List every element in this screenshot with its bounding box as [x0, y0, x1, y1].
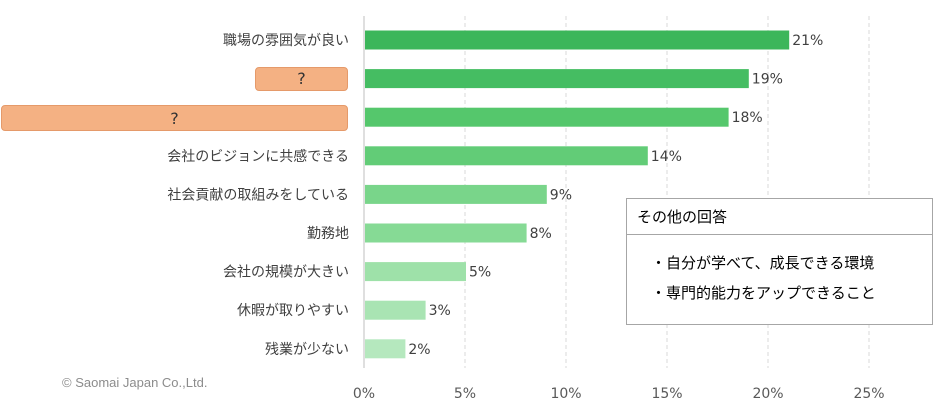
bar-value-label: 2%: [408, 342, 430, 358]
other-answers-box: その他の回答 ・自分が学べて、成長できる環境 ・専門的能力をアップできること: [626, 198, 933, 325]
other-answers-list: ・自分が学べて、成長できる環境 ・専門的能力をアップできること: [651, 253, 876, 313]
bar-value-label: 21%: [792, 33, 823, 49]
category-label: 会社の規模が大きい: [223, 265, 349, 281]
other-answer-item: ・専門的能力をアップできること: [651, 284, 876, 302]
x-tick-label: 10%: [550, 386, 581, 402]
bar-value-label: 8%: [530, 226, 552, 242]
x-tick-label: 0%: [353, 386, 375, 402]
bar: [365, 107, 729, 127]
x-tick-label: 20%: [752, 386, 783, 402]
category-label: 勤務地: [307, 226, 349, 242]
category-label: 会社のビジョンに共感できる: [167, 148, 349, 165]
bar-value-label: 9%: [550, 187, 572, 203]
x-tick-label: 25%: [853, 386, 884, 402]
bar: [365, 184, 547, 204]
bar: [365, 300, 426, 320]
bar: [365, 146, 648, 166]
x-tick-label: 5%: [454, 386, 476, 402]
bar: [365, 223, 527, 243]
category-label: 職場の雰囲気が良い: [223, 33, 349, 49]
other-answers-title: その他の回答: [627, 199, 932, 235]
other-answer-item: ・自分が学べて、成長できる環境: [651, 254, 875, 272]
category-label: 休暇が取りやすい: [237, 303, 349, 319]
copyright-notice: © Saomai Japan Co.,Ltd.: [62, 375, 208, 390]
bar-value-label: 5%: [469, 265, 491, 281]
bar-value-label: 14%: [651, 149, 682, 165]
category-label: 社会貢献の取組みをしている: [167, 187, 349, 203]
bar: [365, 30, 790, 50]
bar: [365, 69, 749, 89]
x-tick-label: 15%: [651, 386, 682, 402]
bar-value-label: 3%: [429, 303, 451, 319]
bar-value-label: 19%: [752, 72, 783, 88]
category-label: 残業が少ない: [265, 342, 349, 358]
bar-value-label: 18%: [732, 110, 763, 126]
hidden-category-label: ?: [1, 105, 348, 132]
hidden-category-label: ?: [255, 66, 348, 91]
bar: [365, 339, 406, 359]
bar: [365, 262, 466, 282]
